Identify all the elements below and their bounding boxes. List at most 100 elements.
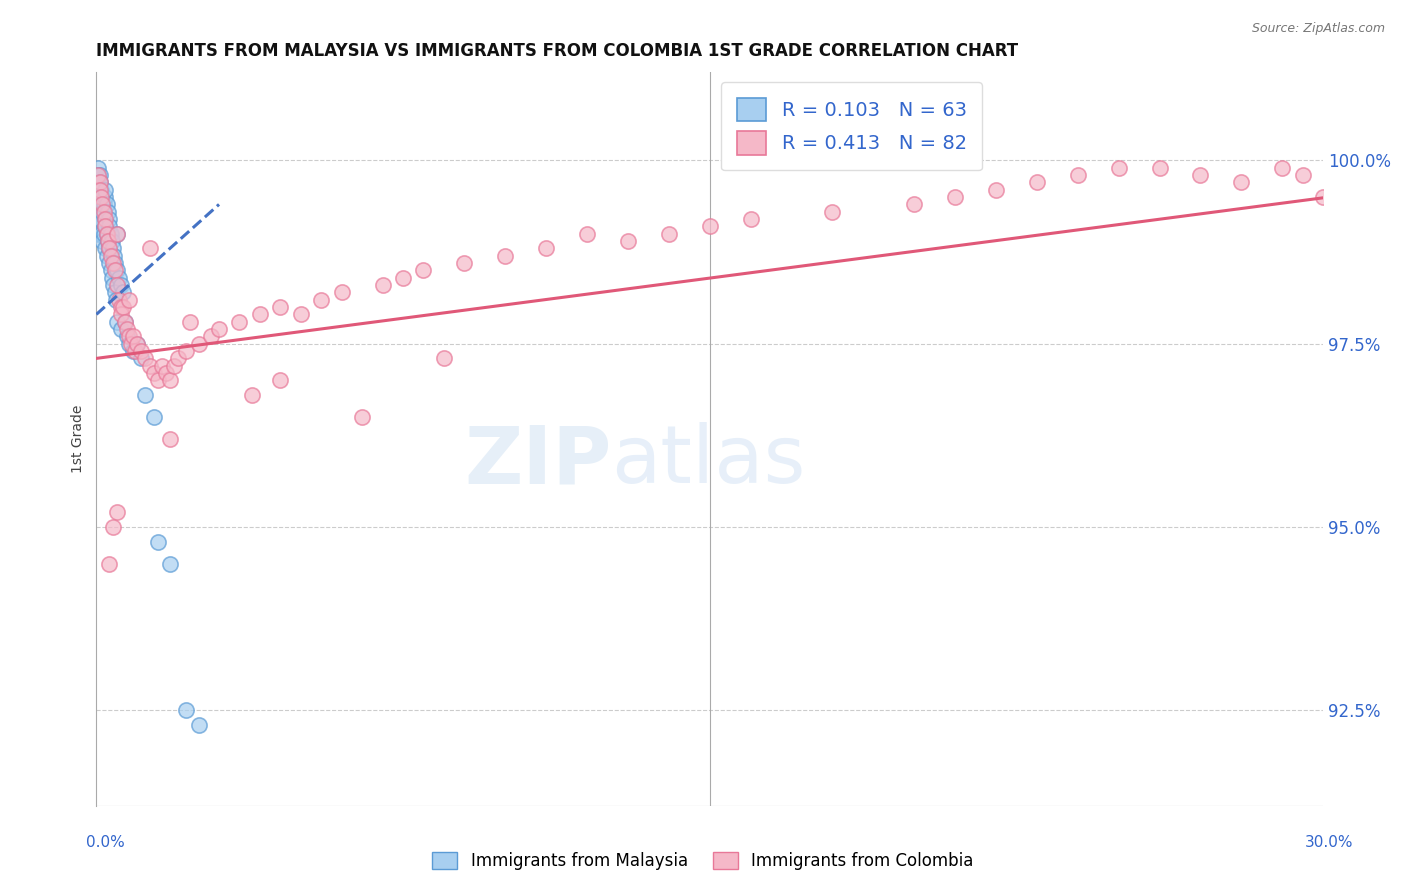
- Point: [87, 183, 110, 197]
- Point: [101, 241, 124, 255]
- Point: [87, 168, 110, 182]
- Point: [138, 241, 160, 255]
- Point: [110, 278, 132, 293]
- Point: [1230, 175, 1253, 189]
- Point: [114, 315, 136, 329]
- Point: [134, 351, 156, 366]
- Point: [534, 241, 557, 255]
- Point: [101, 278, 124, 293]
- Point: [269, 373, 291, 387]
- Point: [352, 410, 374, 425]
- Point: [208, 322, 231, 336]
- Point: [155, 366, 177, 380]
- Point: [150, 359, 173, 373]
- Point: [330, 285, 353, 300]
- Point: [179, 315, 201, 329]
- Text: IMMIGRANTS FROM MALAYSIA VS IMMIGRANTS FROM COLOMBIA 1ST GRADE CORRELATION CHART: IMMIGRANTS FROM MALAYSIA VS IMMIGRANTS F…: [97, 42, 1018, 60]
- Point: [453, 256, 475, 270]
- Point: [87, 175, 110, 189]
- Text: ZIP: ZIP: [464, 422, 612, 500]
- Point: [1292, 168, 1315, 182]
- Point: [1149, 161, 1171, 175]
- Point: [108, 293, 131, 307]
- Point: [118, 329, 141, 343]
- Point: [104, 256, 127, 270]
- Point: [131, 351, 153, 366]
- Point: [1189, 168, 1212, 182]
- Point: [159, 373, 181, 387]
- Point: [134, 388, 156, 402]
- Point: [163, 359, 186, 373]
- Point: [142, 366, 165, 380]
- Point: [97, 204, 120, 219]
- Y-axis label: 1st Grade: 1st Grade: [72, 405, 86, 474]
- Point: [91, 204, 114, 219]
- Point: [122, 344, 145, 359]
- Point: [984, 183, 1007, 197]
- Point: [89, 168, 111, 182]
- Point: [93, 241, 115, 255]
- Point: [658, 227, 681, 241]
- Text: atlas: atlas: [612, 422, 806, 500]
- Point: [371, 278, 394, 293]
- Point: [91, 197, 114, 211]
- Point: [91, 234, 114, 248]
- Point: [101, 270, 124, 285]
- Point: [96, 197, 118, 211]
- Point: [1271, 161, 1294, 175]
- Point: [115, 329, 138, 343]
- Point: [118, 293, 141, 307]
- Point: [87, 161, 110, 175]
- Point: [100, 263, 122, 277]
- Point: [97, 234, 120, 248]
- Point: [91, 190, 114, 204]
- Point: [105, 505, 128, 519]
- Point: [96, 249, 118, 263]
- Point: [97, 241, 120, 255]
- Point: [87, 168, 110, 182]
- Point: [1108, 161, 1130, 175]
- Point: [176, 344, 198, 359]
- Point: [100, 249, 122, 263]
- Point: [576, 227, 599, 241]
- Point: [176, 703, 198, 717]
- Point: [94, 219, 117, 234]
- Point: [101, 520, 124, 534]
- Legend: R = 0.103   N = 63, R = 0.413   N = 82: R = 0.103 N = 63, R = 0.413 N = 82: [721, 82, 983, 170]
- Point: [159, 432, 181, 446]
- Point: [699, 219, 721, 234]
- Text: 30.0%: 30.0%: [1305, 836, 1353, 850]
- Point: [87, 197, 110, 211]
- Text: Source: ZipAtlas.com: Source: ZipAtlas.com: [1251, 22, 1385, 36]
- Point: [240, 388, 263, 402]
- Point: [111, 300, 134, 314]
- Point: [138, 359, 160, 373]
- Point: [105, 227, 128, 241]
- Point: [93, 212, 115, 227]
- Point: [93, 190, 115, 204]
- Point: [131, 344, 153, 359]
- Point: [97, 234, 120, 248]
- Point: [108, 270, 131, 285]
- Point: [94, 219, 117, 234]
- Point: [167, 351, 190, 366]
- Point: [97, 212, 120, 227]
- Point: [617, 234, 640, 248]
- Point: [97, 557, 120, 571]
- Point: [127, 336, 149, 351]
- Text: 0.0%: 0.0%: [86, 836, 125, 850]
- Point: [96, 227, 118, 241]
- Point: [101, 256, 124, 270]
- Point: [110, 300, 132, 314]
- Point: [200, 329, 222, 343]
- Point: [90, 183, 112, 197]
- Point: [105, 315, 128, 329]
- Point: [104, 263, 127, 277]
- Point: [943, 190, 966, 204]
- Point: [110, 322, 132, 336]
- Point: [97, 241, 120, 255]
- Point: [114, 315, 136, 329]
- Point: [412, 263, 434, 277]
- Point: [392, 270, 415, 285]
- Point: [105, 227, 128, 241]
